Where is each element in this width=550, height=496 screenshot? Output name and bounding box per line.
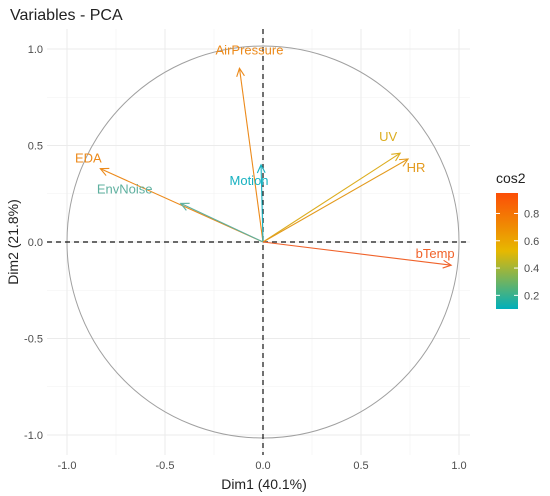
arrow-head <box>399 158 410 167</box>
x-tick-label: -1.0 <box>58 460 77 472</box>
arrow-shaft <box>262 158 409 243</box>
legend-title: cos2 <box>496 170 526 186</box>
arrow-head <box>391 152 402 162</box>
variable-labels: AirPressure EDA Motion EnvNoise UV HR bTemp <box>75 42 455 261</box>
y-tick-label: -1.0 <box>24 430 43 442</box>
y-tick-label: 0.0 <box>28 237 43 249</box>
arrow-airpressure <box>236 67 264 243</box>
arrow-head <box>256 163 266 174</box>
cos2-legend: cos2 0.2 0.4 0.6 0.8 <box>496 170 539 309</box>
legend-tick-label: 0.2 <box>524 290 539 302</box>
variable-label-eda: EDA <box>75 151 102 166</box>
x-axis-ticks: -1.0 -0.5 0.0 0.5 1.0 <box>58 460 467 472</box>
variable-label-motion: Motion <box>230 173 269 188</box>
x-tick-label: 0.5 <box>353 460 368 472</box>
y-axis-title: Dim2 (21.8%) <box>5 199 21 285</box>
y-tick-label: -0.5 <box>24 334 43 346</box>
plot-panel: AirPressure EDA Motion EnvNoise UV HR bTemp <box>47 29 470 455</box>
arrow-shaft <box>180 202 264 243</box>
legend-ticks: 0.2 0.4 0.6 0.8 <box>496 208 539 302</box>
y-tick-label: 1.0 <box>28 44 43 56</box>
variable-label-btemp: bTemp <box>416 246 455 261</box>
legend-tick-label: 0.8 <box>524 208 539 220</box>
arrow-shaft <box>260 164 264 243</box>
variable-label-hr: HR <box>407 160 426 175</box>
arrow-btemp <box>262 241 453 269</box>
arrow-shaft <box>262 241 452 266</box>
variable-arrows <box>99 67 453 269</box>
variable-label-envnoise: EnvNoise <box>97 181 153 196</box>
x-tick-label: 0.0 <box>255 460 270 472</box>
x-axis-title: Dim1 (40.1%) <box>221 476 307 492</box>
y-axis-ticks: -1.0 -0.5 0.0 0.5 1.0 <box>24 44 43 442</box>
arrow-envnoise <box>179 202 264 243</box>
arrow-head <box>442 259 453 269</box>
arrow-head <box>179 202 190 211</box>
arrow-uv <box>262 152 402 243</box>
legend-tick-label: 0.4 <box>524 263 539 275</box>
y-tick-label: 0.5 <box>28 141 43 153</box>
chart-title: Variables - PCA <box>10 7 123 24</box>
arrow-shaft <box>238 68 264 243</box>
arrow-shaft <box>262 152 401 243</box>
variable-label-uv: UV <box>379 129 397 144</box>
arrow-hr <box>262 158 410 243</box>
x-tick-label: -0.5 <box>156 460 175 472</box>
legend-color-bar <box>496 193 518 309</box>
arrow-head <box>99 167 110 176</box>
variable-label-airpressure: AirPressure <box>216 42 284 57</box>
arrow-motion <box>256 163 266 243</box>
arrow-head <box>236 67 245 78</box>
legend-tick-label: 0.6 <box>524 236 539 248</box>
x-tick-label: 1.0 <box>451 460 466 472</box>
